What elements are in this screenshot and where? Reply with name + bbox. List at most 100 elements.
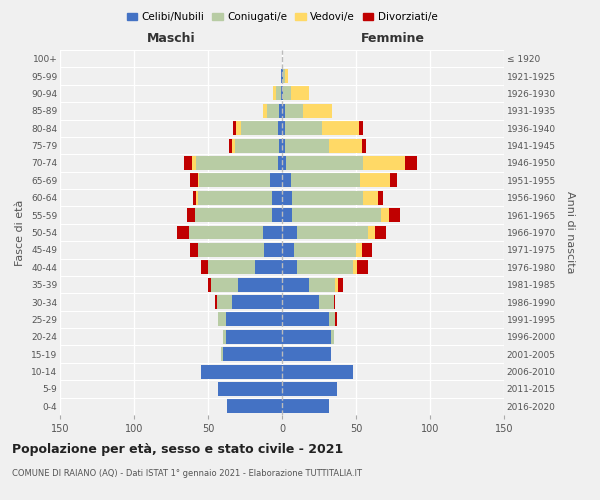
Bar xyxy=(292,191,364,204)
Bar xyxy=(218,382,282,396)
Bar xyxy=(356,243,362,257)
Bar xyxy=(223,330,226,344)
Bar xyxy=(335,278,338,291)
Bar xyxy=(215,295,217,309)
Bar xyxy=(194,208,272,222)
Bar xyxy=(256,260,282,274)
Bar xyxy=(279,104,282,118)
Bar xyxy=(190,174,197,188)
Bar xyxy=(297,226,368,239)
Bar xyxy=(189,226,263,239)
Bar xyxy=(217,295,232,309)
Bar xyxy=(233,122,236,135)
Bar xyxy=(211,278,238,291)
Bar xyxy=(282,330,331,344)
Bar xyxy=(227,400,282,413)
Bar xyxy=(338,278,343,291)
Bar xyxy=(331,330,334,344)
Bar xyxy=(381,208,389,222)
Bar xyxy=(193,191,196,204)
Bar xyxy=(276,86,281,101)
Bar xyxy=(329,138,362,152)
Bar xyxy=(322,122,359,135)
Bar xyxy=(362,243,372,257)
Bar xyxy=(184,156,192,170)
Bar xyxy=(267,104,279,118)
Bar xyxy=(282,226,297,239)
Bar xyxy=(353,260,358,274)
Bar xyxy=(218,312,226,326)
Bar xyxy=(390,174,397,188)
Bar xyxy=(282,69,283,83)
Bar xyxy=(241,122,278,135)
Bar xyxy=(279,138,282,152)
Bar xyxy=(286,156,364,170)
Y-axis label: Fasce di età: Fasce di età xyxy=(16,200,25,266)
Bar xyxy=(285,69,288,83)
Bar xyxy=(282,122,285,135)
Bar xyxy=(358,260,368,274)
Bar xyxy=(273,86,276,101)
Bar xyxy=(282,208,292,222)
Bar xyxy=(199,174,270,188)
Bar xyxy=(281,69,282,83)
Text: Popolazione per età, sesso e stato civile - 2021: Popolazione per età, sesso e stato civil… xyxy=(12,442,343,456)
Bar xyxy=(235,138,279,152)
Bar xyxy=(232,138,235,152)
Bar xyxy=(190,243,197,257)
Bar xyxy=(364,156,405,170)
Bar xyxy=(278,156,282,170)
Bar xyxy=(177,226,189,239)
Bar xyxy=(197,191,272,204)
Bar xyxy=(200,364,282,378)
Bar xyxy=(282,295,319,309)
Bar xyxy=(282,156,286,170)
Bar xyxy=(278,122,282,135)
Bar xyxy=(281,86,282,101)
Bar xyxy=(221,347,223,361)
Bar xyxy=(282,174,291,188)
Bar xyxy=(282,400,329,413)
Bar xyxy=(283,86,291,101)
Bar xyxy=(187,208,194,222)
Bar xyxy=(282,138,285,152)
Bar xyxy=(319,295,334,309)
Bar xyxy=(362,138,367,152)
Bar xyxy=(378,191,383,204)
Bar xyxy=(303,104,332,118)
Bar xyxy=(282,104,285,118)
Text: Maschi: Maschi xyxy=(146,32,196,45)
Text: Femmine: Femmine xyxy=(361,32,425,45)
Bar xyxy=(334,295,335,309)
Bar xyxy=(285,122,322,135)
Bar xyxy=(368,226,375,239)
Bar xyxy=(282,243,294,257)
Bar xyxy=(294,243,356,257)
Bar xyxy=(232,295,282,309)
Bar xyxy=(308,278,335,291)
Bar xyxy=(263,104,267,118)
Bar xyxy=(405,156,416,170)
Bar xyxy=(264,243,282,257)
Bar xyxy=(292,208,381,222)
Bar xyxy=(282,86,283,101)
Bar xyxy=(282,278,308,291)
Text: COMUNE DI RAIANO (AQ) - Dati ISTAT 1° gennaio 2021 - Elaborazione TUTTITALIA.IT: COMUNE DI RAIANO (AQ) - Dati ISTAT 1° ge… xyxy=(12,469,362,478)
Bar xyxy=(282,347,331,361)
Bar xyxy=(208,260,256,274)
Bar xyxy=(285,104,303,118)
Bar xyxy=(192,156,196,170)
Bar xyxy=(364,191,378,204)
Bar xyxy=(223,347,282,361)
Bar xyxy=(361,174,390,188)
Bar xyxy=(226,312,282,326)
Bar xyxy=(291,86,308,101)
Bar xyxy=(282,382,337,396)
Bar xyxy=(375,226,386,239)
Bar xyxy=(272,208,282,222)
Bar xyxy=(285,138,329,152)
Bar xyxy=(197,174,199,188)
Bar xyxy=(359,122,364,135)
Bar xyxy=(272,191,282,204)
Bar xyxy=(291,174,361,188)
